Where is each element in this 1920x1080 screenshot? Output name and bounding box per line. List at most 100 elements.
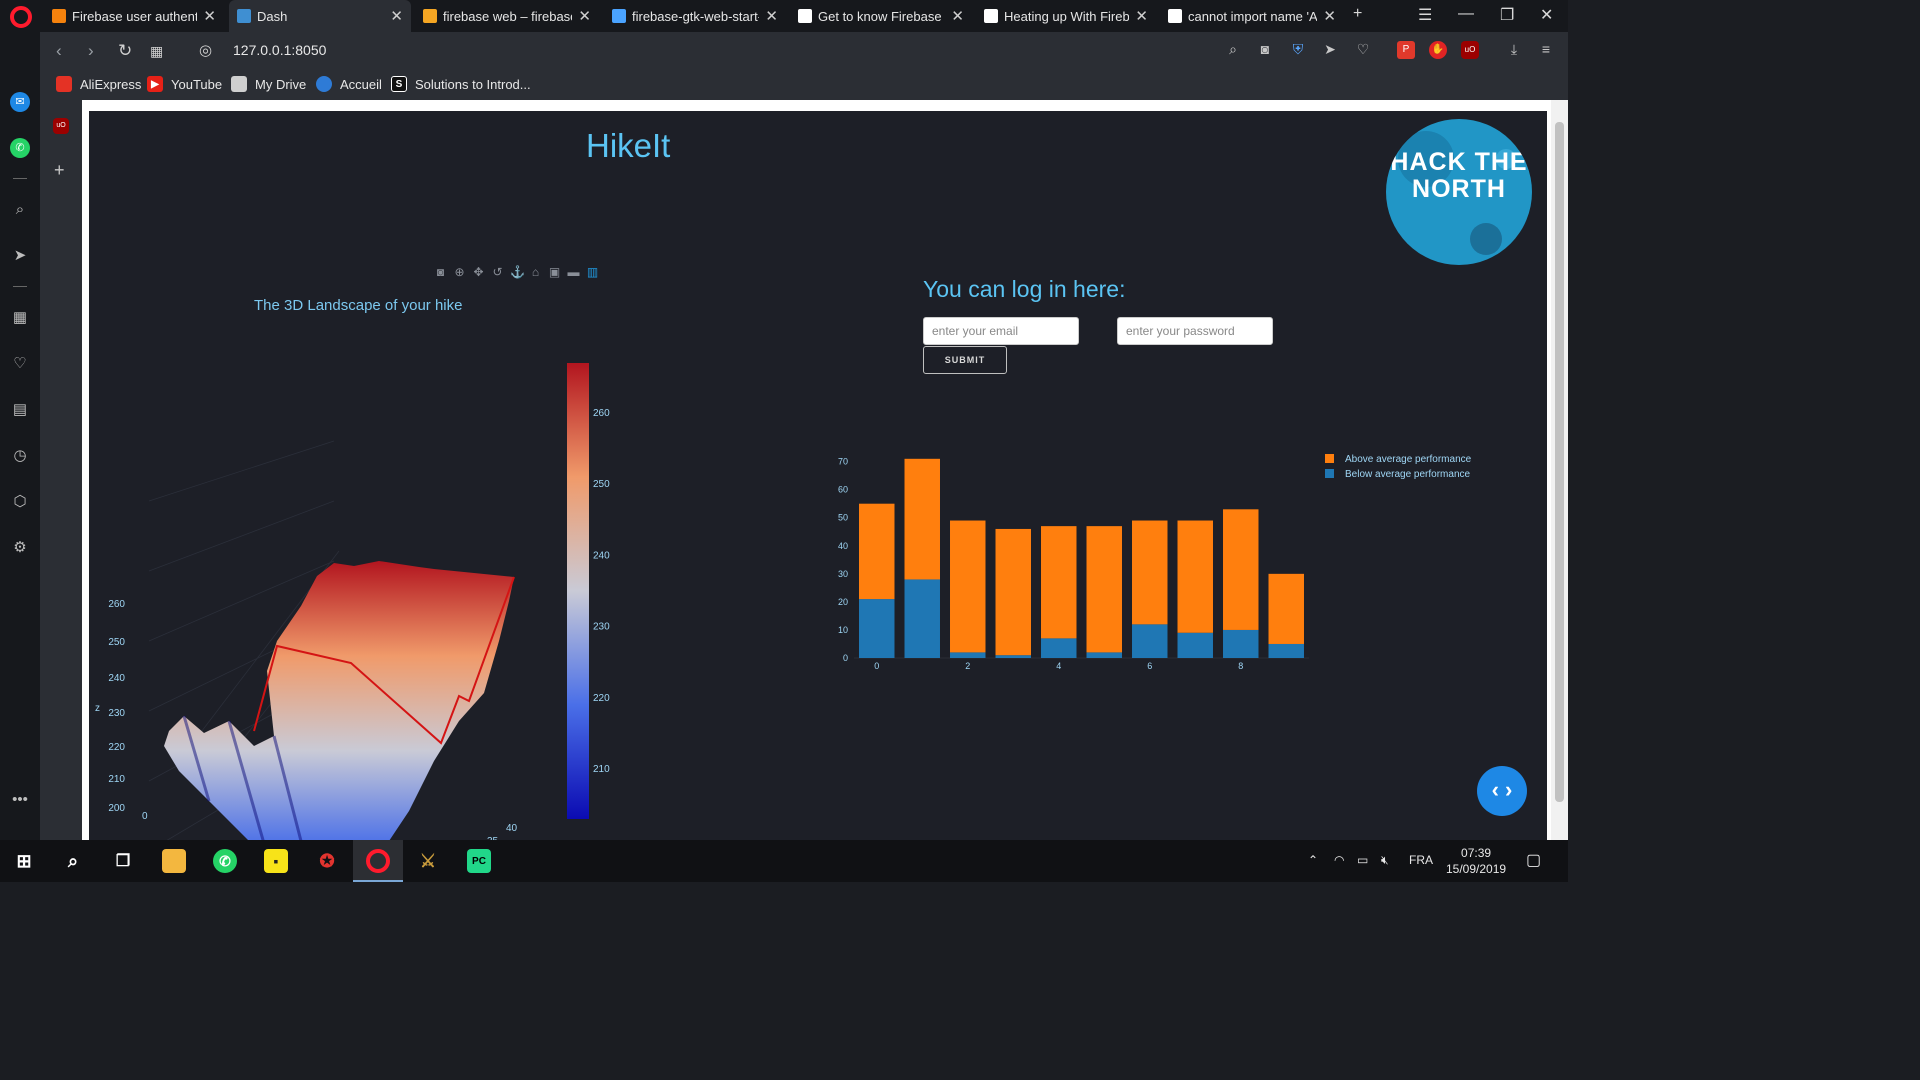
messenger-icon[interactable]: ✉ (10, 92, 30, 112)
file-explorer-icon[interactable] (162, 849, 186, 873)
extensions-icon[interactable]: ⬡ (13, 493, 27, 510)
browser-tab[interactable]: firebase web – firebase v ✕ (415, 0, 599, 32)
surface-plot[interactable]: 200210220230240250260z00.511.5x510152025… (89, 341, 649, 840)
send-icon[interactable]: ➤ (1324, 41, 1336, 57)
opera-logo-icon[interactable] (10, 6, 32, 28)
close-tab-icon[interactable]: ✕ (951, 8, 964, 25)
bookmark-accueil[interactable]: Accueil (316, 76, 382, 92)
restore-icon[interactable]: ❐ (1500, 7, 1515, 24)
site-info-icon[interactable]: ◎ (199, 42, 213, 59)
history-icon[interactable]: ◷ (13, 447, 27, 464)
adblock-ext-icon[interactable]: ✋ (1429, 41, 1447, 59)
close-tab-icon[interactable]: ✕ (1323, 8, 1336, 25)
browser-tab[interactable]: cannot import name 'Au ✕ (1160, 0, 1344, 32)
notifications-icon[interactable]: ▢ (1526, 852, 1542, 869)
send-icon[interactable]: ➤ (13, 247, 27, 264)
submit-button[interactable]: SUBMIT (923, 346, 1007, 374)
windows-start-icon[interactable]: ⊞ (16, 850, 32, 871)
volume-muted-icon[interactable]: 🔇︎ (1381, 853, 1389, 867)
browser-tab[interactable]: Get to know Firebase for ✕ (790, 0, 972, 32)
colorbar-tick-label: 250 (593, 479, 610, 490)
pan-icon[interactable]: ✥ (473, 265, 484, 279)
task-view-icon[interactable]: ❐ (115, 853, 131, 870)
ublock-icon[interactable]: uO (53, 118, 69, 134)
ublock-ext-icon[interactable]: uO (1461, 41, 1479, 59)
tab-title: firebase-gtk-web-start-c (632, 8, 760, 24)
opera-icon[interactable] (366, 849, 390, 873)
hover-icon[interactable]: ▬ (567, 265, 580, 279)
language-indicator[interactable]: FRA (1409, 853, 1433, 867)
reset-camera-icon[interactable]: ▣ (548, 265, 561, 279)
bar-chart[interactable]: 0 10 20 30 40 50 60 70 0 2 4 6 8 Above average perfor… (829, 441, 1529, 701)
minimize-icon[interactable]: — (1458, 5, 1474, 22)
back-icon[interactable]: ‹ (56, 41, 62, 60)
bookmark-youtube[interactable]: ▶ YouTube (147, 76, 222, 92)
close-tab-icon[interactable]: ✕ (203, 8, 216, 25)
search-icon[interactable]: ⌕ (1229, 41, 1237, 57)
settings-icon[interactable]: ⚙ (13, 539, 27, 556)
camera-icon[interactable]: ◙ (436, 265, 445, 279)
bookmark-label: My Drive (255, 76, 307, 92)
bookmark-aliexpress[interactable]: AliExpress (56, 76, 141, 92)
heart-icon[interactable]: ♡ (13, 355, 27, 372)
close-tab-icon[interactable]: ✕ (390, 8, 403, 25)
tray-chevron-icon[interactable]: ⌃ (1308, 853, 1319, 867)
scrollbar-thumb[interactable] (1555, 122, 1564, 802)
browser-tab[interactable]: Firebase user authentica ✕ (44, 0, 224, 32)
search-icon[interactable]: ⌕ (15, 201, 25, 218)
new-tab-icon[interactable]: + (1353, 5, 1363, 22)
more-icon[interactable]: ••• (12, 791, 28, 808)
scrollbar[interactable] (1551, 100, 1568, 840)
download-icon[interactable]: ⤓ (1510, 41, 1518, 57)
tab-menu-icon[interactable]: ☰ (1418, 7, 1433, 24)
y-tick-label: 60 (838, 485, 848, 495)
url-field[interactable]: 127.0.0.1:8050 (233, 42, 327, 58)
tab-title: firebase web – firebase v (443, 8, 572, 24)
plotly-logo-icon[interactable]: ▥ (586, 265, 599, 279)
vpn-shield-icon[interactable]: ⛨ (1292, 41, 1304, 57)
news-icon[interactable]: ▤ (12, 401, 28, 418)
camera-icon[interactable]: ◙ (1260, 41, 1270, 57)
hack-the-north-logo: HACK THE NORTH (1386, 119, 1532, 265)
sticky-notes-icon[interactable]: ▪ (264, 849, 288, 873)
email-input[interactable] (923, 317, 1079, 345)
add-panel-icon[interactable]: + (54, 160, 65, 180)
whatsapp-icon[interactable]: ✆ (10, 138, 30, 158)
pinterest-ext-icon[interactable]: P (1397, 41, 1415, 59)
search-icon[interactable]: ⌕ (67, 850, 79, 871)
dev-tools-button[interactable]: ‹ › (1477, 766, 1527, 816)
plot-modebar: ◙ ⊕ ✥ ↺ ⚓ ⌂ ▣ ▬ ▥ (434, 265, 599, 279)
password-input[interactable] (1117, 317, 1273, 345)
pycharm-icon[interactable]: PC (467, 849, 491, 873)
speed-dial-icon[interactable]: ▦ (12, 309, 28, 326)
dash-icon (237, 9, 251, 23)
bar-below-average (859, 599, 895, 658)
close-window-icon[interactable]: ✕ (1540, 7, 1554, 24)
clock-time: 07:39 (1461, 846, 1492, 860)
browser-tab[interactable]: firebase-gtk-web-start-c ✕ (604, 0, 786, 32)
zoom-icon[interactable]: ⊕ (454, 265, 465, 279)
easy-setup-icon[interactable]: ≡ (1541, 41, 1551, 57)
close-tab-icon[interactable]: ✕ (1135, 8, 1148, 25)
turntable-icon[interactable]: ⚓ (510, 265, 525, 279)
game-app-icon[interactable]: ✪ (319, 850, 335, 871)
orbit-icon[interactable]: ↺ (492, 265, 503, 279)
close-tab-icon[interactable]: ✕ (765, 8, 778, 25)
whatsapp-icon[interactable]: ✆ (213, 849, 237, 873)
tab-title: Get to know Firebase for (818, 8, 945, 24)
speed-dial-icon[interactable]: ▦ (150, 43, 164, 59)
bookmark-my-drive[interactable]: My Drive (231, 76, 306, 92)
battery-icon[interactable]: ▭ (1357, 853, 1369, 867)
clock[interactable]: 07:39 15/09/2019 (1446, 845, 1506, 877)
browser-tab[interactable]: Heating up With Fireba ✕ (976, 0, 1156, 32)
network-icon[interactable]: ◠ (1334, 853, 1345, 867)
bookmark-solutions[interactable]: S Solutions to Introd... (391, 76, 531, 92)
surface-ridges (182, 715, 303, 840)
heart-icon[interactable]: ♡ (1356, 41, 1370, 57)
close-tab-icon[interactable]: ✕ (578, 8, 591, 25)
forward-icon[interactable]: › (88, 41, 94, 60)
browser-tab[interactable]: Dash ✕ (229, 0, 411, 32)
league-client-icon[interactable]: ⚔ (419, 850, 437, 871)
reload-icon[interactable]: ↻ (118, 41, 133, 60)
home-icon[interactable]: ⌂ (531, 265, 540, 279)
